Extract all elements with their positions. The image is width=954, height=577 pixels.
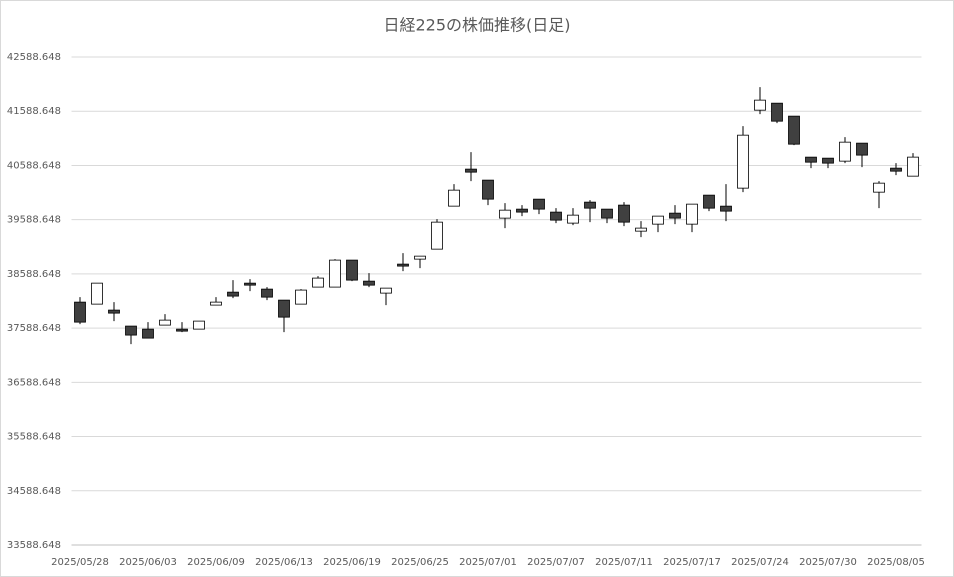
candle-body [244, 282, 256, 286]
candle-body [788, 115, 800, 145]
candle-body [856, 142, 868, 156]
y-tick-label: 39588.648 [7, 215, 61, 226]
candle-body [261, 288, 273, 298]
candle-body [754, 99, 766, 111]
candle-body [703, 194, 715, 209]
candle-body [108, 309, 120, 314]
candle-body [907, 156, 919, 177]
candle-body [380, 287, 392, 294]
candle-body [669, 212, 681, 219]
candle-body [635, 227, 647, 232]
candle-body [618, 204, 630, 223]
candle-body [737, 134, 749, 189]
candle-body [210, 301, 222, 306]
candle-body [227, 291, 239, 297]
x-tick-label: 2025/07/07 [527, 557, 585, 568]
x-tick-label: 2025/07/01 [459, 557, 517, 568]
candle-body [91, 282, 103, 305]
candle-body [839, 141, 851, 162]
candle-body [414, 255, 426, 260]
y-tick-label: 34588.648 [7, 486, 61, 497]
candle-body [873, 182, 885, 193]
candle-body [74, 301, 86, 323]
candle-body [686, 203, 698, 225]
candle-body [822, 157, 834, 164]
candle-body [312, 277, 324, 288]
candle-body [482, 179, 494, 200]
y-tick-label: 33588.648 [7, 540, 61, 551]
candle-body [346, 259, 358, 281]
y-tick-label: 38588.648 [7, 269, 61, 280]
candle-body [465, 168, 477, 173]
x-tick-label: 2025/06/03 [119, 557, 177, 568]
candle-body [448, 189, 460, 207]
y-tick-label: 36588.648 [7, 377, 61, 388]
candle-body [567, 214, 579, 224]
candle-body [533, 198, 545, 210]
candle-body [720, 205, 732, 212]
candle-body [516, 208, 528, 213]
candle-body [601, 208, 613, 219]
x-tick-label: 2025/07/30 [799, 557, 857, 568]
candle-body [329, 259, 341, 288]
candle-body [431, 221, 443, 250]
y-tick-label: 41588.648 [7, 106, 61, 117]
candle-body [142, 328, 154, 339]
candle-body [363, 280, 375, 286]
candle-body [652, 215, 664, 225]
candle-body [499, 209, 511, 219]
candle-body [159, 319, 171, 326]
x-tick-label: 2025/07/11 [595, 557, 653, 568]
candle-body [584, 201, 596, 209]
candle-body [397, 263, 409, 267]
candle-body [193, 320, 205, 330]
candle-body [278, 299, 290, 318]
candle-body [805, 156, 817, 163]
candle-body [550, 211, 562, 221]
x-tick-label: 2025/07/24 [731, 557, 789, 568]
x-tick-label: 2025/06/19 [323, 557, 381, 568]
y-tick-label: 37588.648 [7, 323, 61, 334]
y-tick-label: 40588.648 [7, 160, 61, 171]
x-tick-label: 2025/05/28 [51, 557, 109, 568]
candle-body [890, 167, 902, 172]
x-tick-label: 2025/06/25 [391, 557, 449, 568]
candle-body [295, 289, 307, 305]
y-tick-label: 42588.648 [7, 52, 61, 63]
candle-body [125, 325, 137, 336]
x-tick-label: 2025/06/13 [255, 557, 313, 568]
candle-body [176, 328, 188, 332]
chart-title: 日経225の株価推移(日足) [383, 16, 570, 35]
x-tick-label: 2025/07/17 [663, 557, 721, 568]
y-tick-label: 35588.648 [7, 432, 61, 443]
x-tick-label: 2025/08/05 [867, 557, 925, 568]
x-tick-label: 2025/06/09 [187, 557, 245, 568]
candle-body [771, 102, 783, 122]
